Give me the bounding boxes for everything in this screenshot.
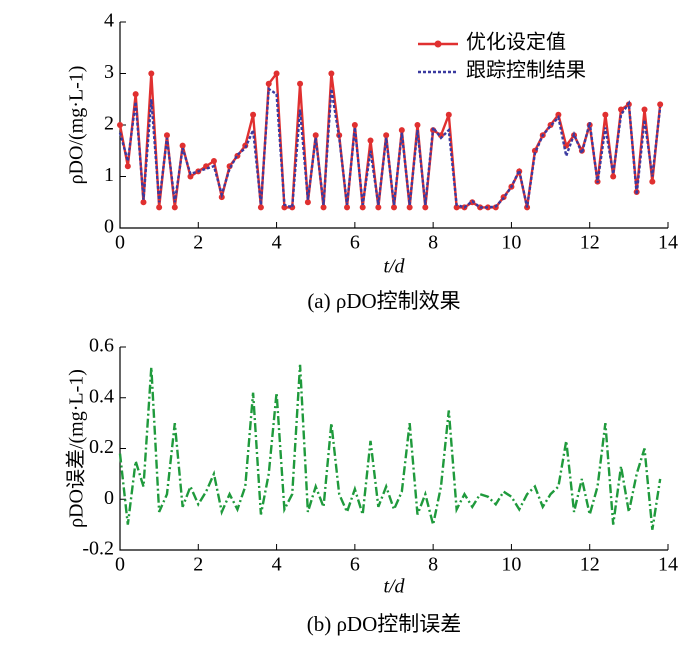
x-tick-label: 2 [193,554,203,576]
x-tick-label: 10 [501,554,521,576]
point [406,204,413,211]
axis-line [119,347,668,551]
x-tick-label: 0 [115,232,125,254]
point [359,204,366,211]
y-tick-label: 4 [104,10,114,32]
x-axis-label: t/d [383,256,405,278]
x-tick-label: 14 [658,232,678,254]
point [156,204,163,211]
point [257,204,264,211]
y-tick-label: 3 [104,61,114,83]
y-tick-label: 0 [104,216,114,238]
y-tick-label: -0.2 [82,538,114,560]
y-tick-label: 1 [104,164,114,186]
axis-line [119,22,668,229]
legend-label: 跟踪控制结果 [466,59,586,82]
point [422,204,429,211]
point [398,127,405,134]
point [265,80,272,87]
point [304,199,311,206]
x-tick-label: 6 [350,232,360,254]
point [351,122,358,128]
point [250,111,257,118]
y-axis-label: ρDO误差/(mg·L-1) [65,369,88,528]
point [344,204,351,211]
y-tick-label: 0.2 [89,436,114,458]
point [649,178,656,185]
point [273,70,280,77]
legend-label: 优化设定值 [466,31,566,54]
x-tick-label: 8 [428,554,438,576]
x-tick-label: 14 [658,554,678,576]
series-line [118,86,662,210]
point [610,173,617,180]
point [367,137,374,144]
caption: (b) ρDO控制误差 [307,612,462,636]
x-tick-label: 12 [580,554,600,576]
point [484,204,491,211]
point [132,91,139,98]
x-tick-label: 0 [115,554,125,576]
point [375,204,382,211]
point [414,122,421,128]
x-axis-label: t/d [383,576,405,598]
point [117,122,123,128]
legend-marker [434,40,442,48]
x-tick-label: 2 [193,232,203,254]
point [148,70,155,77]
x-tick-label: 4 [272,554,282,576]
x-tick-label: 8 [428,232,438,254]
point [641,106,648,113]
x-tick-label: 12 [580,232,600,254]
point [171,204,178,211]
y-axis-label: ρDO/(mg·L-1) [66,66,88,185]
point [320,204,327,211]
point [210,158,217,165]
y-tick-label: 0 [104,487,114,509]
x-tick-label: 4 [272,232,282,254]
series-line [118,364,662,530]
point [328,70,335,77]
caption: (a) ρDO控制效果 [307,289,460,313]
y-tick-label: 0.6 [89,335,114,357]
point [657,101,664,108]
point [445,111,452,118]
point [555,111,562,118]
point [124,163,131,170]
point [297,80,304,87]
point [140,199,147,206]
point [179,142,186,149]
point [391,204,397,211]
point [187,173,194,180]
y-tick-label: 0.4 [89,385,114,407]
point [163,132,170,139]
series-line [118,70,662,209]
point [453,204,460,211]
y-tick-label: 2 [104,113,114,135]
point [312,132,319,139]
point [602,111,609,118]
point [383,132,390,139]
x-tick-label: 6 [350,554,360,576]
x-tick-label: 10 [501,232,521,254]
